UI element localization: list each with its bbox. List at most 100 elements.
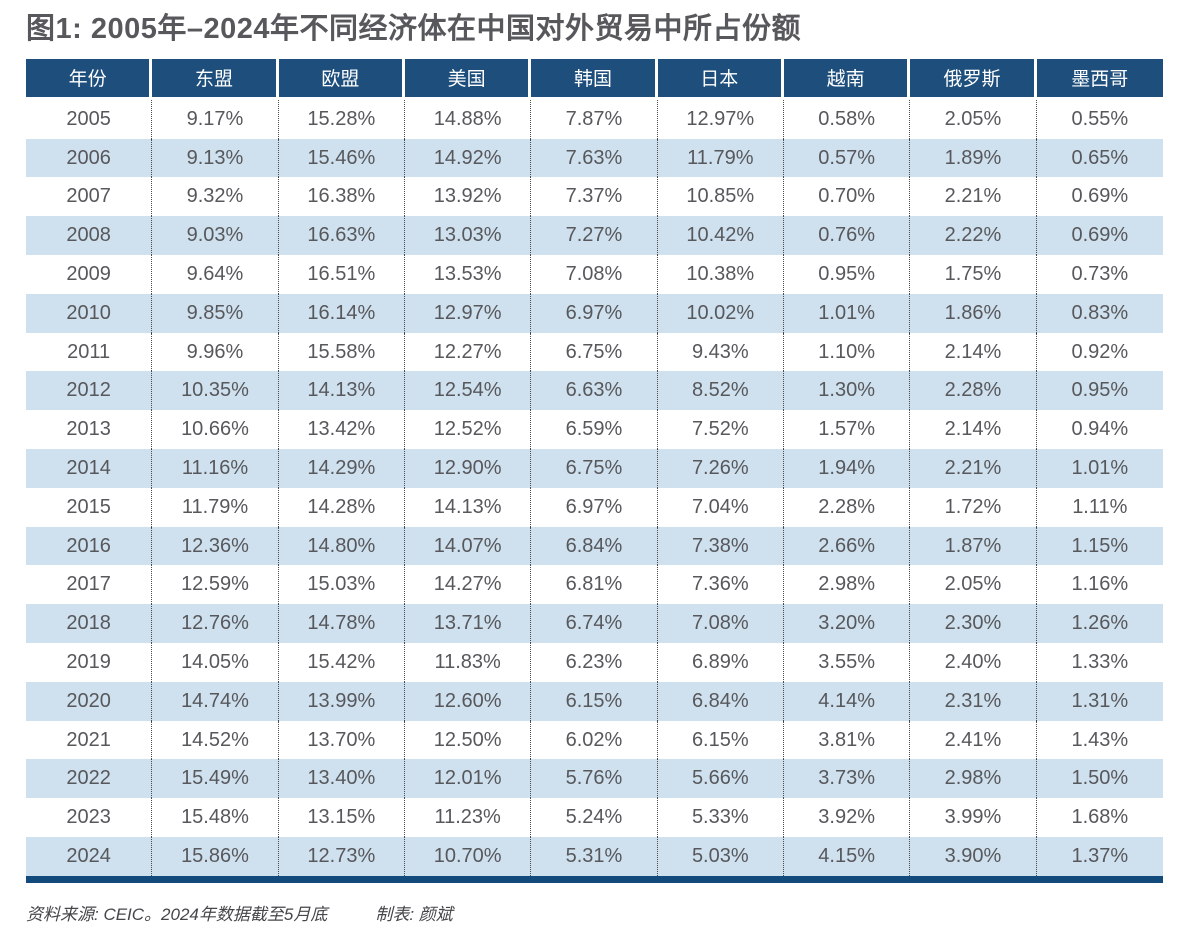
value-cell: 3.99% bbox=[910, 798, 1037, 838]
value-cell: 1.16% bbox=[1071, 573, 1129, 596]
table-row: 2011 9.96% 15.58% 12.27% 6.75% 9.43% 1.10% 2.14… bbox=[26, 332, 1163, 372]
value-cell: 14.80% bbox=[279, 526, 405, 566]
value-cell: 2.05% bbox=[910, 565, 1037, 605]
value-cell: 1.86% bbox=[910, 293, 1037, 333]
value-cell: 10.42% bbox=[658, 216, 784, 256]
table-row: 2006 9.13% 15.46% 14.92% 7.63% 11.79% 0.57% 1.8… bbox=[26, 138, 1163, 178]
value-cell: 1.72% bbox=[910, 487, 1037, 527]
value-cell: 13.70% bbox=[279, 720, 405, 760]
year-cell: 2014 bbox=[26, 449, 153, 488]
value-cell: 14.52% bbox=[152, 720, 279, 760]
value-cell: 6.15% bbox=[658, 720, 784, 760]
value-cell: 0.70% bbox=[784, 177, 911, 217]
value-cell: 16.51% bbox=[279, 255, 405, 294]
year-cell: 2018 bbox=[26, 604, 153, 644]
header-row: 年份 东盟 欧盟 美国 韩国 日本 越南 俄罗斯 墨西哥 bbox=[26, 58, 1163, 100]
value-cell: 1.11% bbox=[1072, 495, 1128, 518]
value-cell: 2.21% bbox=[910, 177, 1037, 217]
value-cell: 14.78% bbox=[279, 604, 405, 644]
value-cell: 0.69% bbox=[1071, 224, 1129, 247]
value-cell: 1.87% bbox=[910, 526, 1037, 566]
value-cell: 11.83% bbox=[405, 643, 532, 682]
table-body: 2005 9.17% 15.28% 14.88% 7.87% 12.97% 0.58% 2.0… bbox=[26, 99, 1163, 876]
value-cell: 1.01% bbox=[784, 293, 911, 333]
value-cell: 15.03% bbox=[279, 565, 405, 605]
value-cell: 2.14% bbox=[910, 410, 1037, 450]
table-row: 2019 14.05% 15.42% 11.83% 6.23% 6.89% 3.55% 2.4… bbox=[26, 643, 1163, 682]
table-row: 2007 9.32% 16.38% 13.92% 7.37% 10.85% 0.70% 2.2… bbox=[26, 177, 1163, 217]
value-cell: 7.04% bbox=[658, 487, 784, 527]
value-cell: 5.24% bbox=[531, 798, 658, 838]
year-cell: 2010 bbox=[26, 293, 153, 333]
value-cell: 7.52% bbox=[658, 410, 784, 450]
value-cell: 1.37% bbox=[1071, 844, 1129, 867]
value-cell: 8.52% bbox=[658, 371, 784, 411]
year-cell: 2015 bbox=[26, 487, 153, 527]
value-cell: 15.28% bbox=[279, 99, 405, 139]
value-cell: 3.73% bbox=[784, 759, 911, 799]
value-cell: 0.73% bbox=[1071, 262, 1129, 285]
year-cell: 2012 bbox=[26, 371, 153, 411]
value-cell: 2.14% bbox=[910, 332, 1037, 372]
value-cell: 3.92% bbox=[784, 798, 911, 838]
value-cell: 0.58% bbox=[784, 99, 911, 139]
value-cell: 15.49% bbox=[152, 759, 279, 799]
column-header: 日本 bbox=[657, 58, 784, 100]
year-cell: 2006 bbox=[26, 138, 153, 178]
year-cell: 2021 bbox=[26, 720, 153, 760]
value-cell: 14.88% bbox=[405, 99, 532, 139]
column-header: 美国 bbox=[404, 58, 532, 100]
year-cell: 2024 bbox=[26, 837, 153, 876]
value-cell: 1.57% bbox=[784, 410, 911, 450]
value-cell: 15.42% bbox=[279, 643, 405, 682]
value-cell: 11.79% bbox=[152, 487, 279, 527]
value-cell: 0.83% bbox=[1071, 301, 1129, 324]
value-cell: 2.28% bbox=[784, 487, 911, 527]
value-cell: 7.36% bbox=[658, 565, 784, 605]
value-cell: 0.92% bbox=[1071, 340, 1129, 363]
value-cell: 1.10% bbox=[784, 332, 911, 372]
value-cell: 14.27% bbox=[405, 565, 532, 605]
table-row: 2012 10.35% 14.13% 12.54% 6.63% 8.52% 1.30% 2.2… bbox=[26, 371, 1163, 411]
value-cell: 12.50% bbox=[405, 720, 532, 760]
value-cell: 3.90% bbox=[910, 837, 1037, 876]
table-row: 2017 12.59% 15.03% 14.27% 6.81% 7.36% 2.98% 2.0… bbox=[26, 565, 1163, 605]
value-cell: 15.48% bbox=[152, 798, 279, 838]
value-cell: 0.65% bbox=[1071, 146, 1129, 169]
table-row: 2021 14.52% 13.70% 12.50% 6.02% 6.15% 3.81% 2.4… bbox=[26, 720, 1163, 760]
value-cell: 16.38% bbox=[279, 177, 405, 217]
year-cell: 2016 bbox=[26, 526, 153, 566]
table-row: 2010 9.85% 16.14% 12.97% 6.97% 10.02% 1.01% 1.8… bbox=[26, 293, 1163, 333]
year-cell: 2008 bbox=[26, 216, 153, 256]
value-cell: 13.42% bbox=[279, 410, 405, 450]
value-cell: 15.58% bbox=[279, 332, 405, 372]
value-cell: 0.55% bbox=[1071, 107, 1129, 130]
value-cell: 13.15% bbox=[279, 798, 405, 838]
column-header: 俄罗斯 bbox=[910, 58, 1037, 100]
value-cell: 6.81% bbox=[531, 565, 658, 605]
value-cell: 10.35% bbox=[152, 371, 279, 411]
column-header: 韩国 bbox=[531, 58, 658, 100]
table-row: 2009 9.64% 16.51% 13.53% 7.08% 10.38% 0.95% 1.7… bbox=[26, 255, 1163, 294]
value-cell: 9.96% bbox=[152, 332, 279, 372]
value-cell: 15.46% bbox=[279, 138, 405, 178]
value-cell: 1.31% bbox=[1071, 689, 1129, 712]
value-cell: 6.97% bbox=[531, 293, 658, 333]
value-cell: 2.41% bbox=[910, 720, 1037, 760]
value-cell: 14.07% bbox=[405, 526, 532, 566]
value-cell: 9.64% bbox=[152, 255, 279, 294]
value-cell: 7.38% bbox=[658, 526, 784, 566]
value-cell: 1.26% bbox=[1071, 612, 1129, 635]
value-cell: 9.32% bbox=[152, 177, 279, 217]
table-row: 2013 10.66% 13.42% 12.52% 6.59% 7.52% 1.57% 2.1… bbox=[26, 410, 1163, 450]
value-cell: 1.94% bbox=[784, 449, 911, 488]
value-cell: 6.02% bbox=[531, 720, 658, 760]
value-cell: 12.54% bbox=[405, 371, 532, 411]
value-cell: 1.33% bbox=[1071, 650, 1129, 673]
value-cell: 1.75% bbox=[910, 255, 1037, 294]
value-cell: 7.63% bbox=[531, 138, 658, 178]
value-cell: 13.99% bbox=[279, 681, 405, 721]
value-cell: 12.97% bbox=[405, 293, 532, 333]
year-cell: 2013 bbox=[26, 410, 153, 450]
value-cell: 10.66% bbox=[152, 410, 279, 450]
